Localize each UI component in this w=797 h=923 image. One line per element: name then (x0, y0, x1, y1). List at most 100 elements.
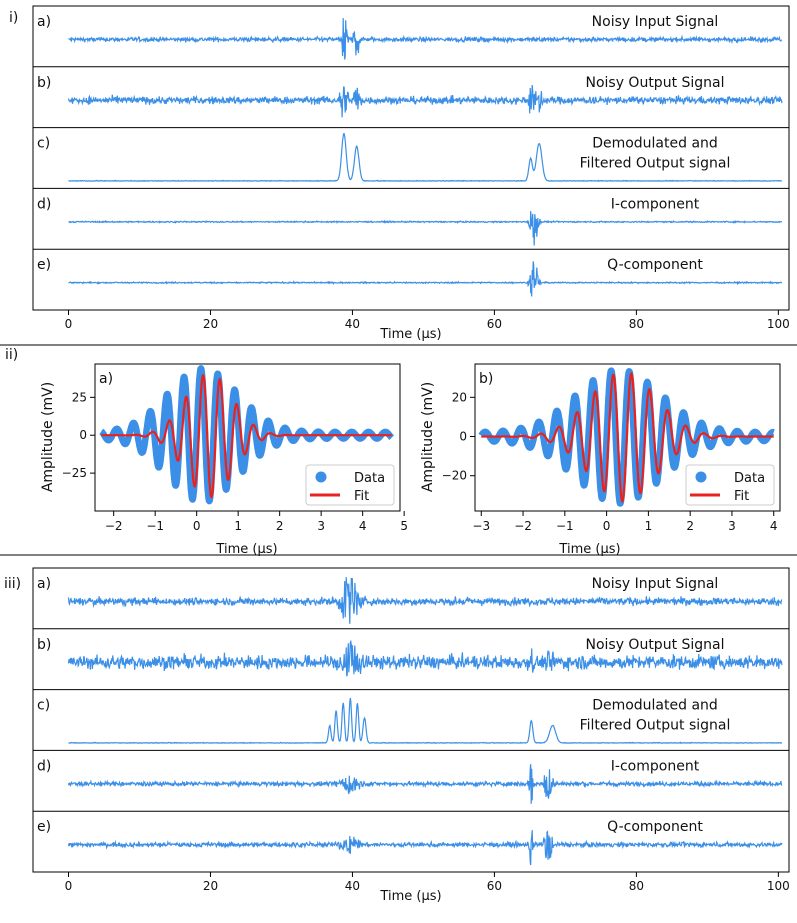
section-i-panel-c-title-line: Filtered Output signal (580, 156, 731, 172)
section-iii-panel-a-title-line: Noisy Input Signal (592, 576, 719, 592)
section-i-panel-b: b) Noisy Output Signal (33, 66, 789, 118)
fit-panel-a-legend-data-marker (315, 471, 327, 483)
fit-panel-b-xtick-label: −3 (472, 519, 490, 533)
fit-panel-a-xtick-label: 2 (276, 519, 284, 533)
section-iii-frame (32, 567, 790, 873)
fit-panel-b: −3 −2 −1 0 1 2 3 4 20 0 −20 b) Amplitude (mV) Time… (420, 363, 781, 557)
fit-panel-a-ylabel: Amplitude (mV) (40, 382, 56, 492)
section-iii-panel-b: b) Noisy Output Signal (33, 628, 789, 677)
section-i-panel-d-letter: d) (37, 196, 51, 212)
fit-panel-a-legend-fit-label: Fit (354, 489, 369, 504)
section-iii-panel-b-title: Noisy Output Signal (585, 637, 724, 653)
fit-panel-a-legend-data-label: Data (354, 471, 385, 486)
fit-panel-a-ytick-label: 25 (72, 390, 87, 404)
section-i-xtick-label: 80 (629, 317, 644, 331)
fit-panel-a: −2 −1 0 1 2 3 4 5 25 0 −25 a) Amplitude (mV) Time … (40, 363, 408, 557)
fit-panel-a-letter: a) (99, 371, 113, 387)
fit-panel-b-xtick-label: −1 (556, 519, 574, 533)
fit-panel-a-xlabel: Time (µs) (215, 542, 277, 557)
fit-panel-a-frame (94, 363, 401, 512)
fit-panel-b-ytick-label: 0 (459, 430, 467, 444)
fit-panel-a-xtick-label: −1 (146, 519, 164, 533)
section-i-xlabel: Time (µs) (379, 327, 441, 342)
section-iii-panel-a: a) Noisy Input Signal (37, 576, 783, 624)
section-i-panel-e-trace (68, 261, 783, 297)
fit-panel-b-ytick-label: 20 (452, 390, 467, 404)
section-i-panel-b-title-line: Noisy Output Signal (585, 75, 724, 91)
section-iii-panel-e-title: Q-component (607, 819, 703, 835)
section-i-panel-c-title: Demodulated and Filtered Output signal (580, 136, 731, 172)
section-iii-panel-d-letter: d) (37, 758, 51, 774)
section-i-panel-a: a) Noisy Input Signal (37, 14, 783, 60)
section-iii-panel-e-trace (67, 830, 783, 866)
fit-panel-a-xtick-label: 1 (234, 519, 242, 533)
section-i-panel-e-letter: e) (37, 257, 51, 273)
fit-panel-b-xtick-label: 1 (645, 519, 653, 533)
fit-panel-b-xlabel: Time (µs) (558, 542, 620, 557)
section-label-iii: iii) (4, 576, 21, 592)
fit-panel-a-ytick-label: 0 (79, 428, 87, 442)
section-iii-xlabel: Time (µs) (379, 889, 441, 904)
section-i: a) Noisy Input Signal b) Noisy Output Signa… (32, 5, 790, 342)
section-iii-panel-c-title: Demodulated and Filtered Output signal (580, 698, 731, 734)
section-iii-xtick-label: 60 (487, 879, 502, 893)
section-iii-panel-b-letter: b) (37, 637, 51, 653)
section-iii-panel-b-title-line: Noisy Output Signal (585, 637, 724, 653)
section-iii-panel-a-trace (67, 577, 783, 624)
fit-panel-a-xtick-label: −2 (105, 519, 123, 533)
section-iii-panel-c-letter: c) (37, 698, 50, 714)
section-i-panel-b-trace (67, 84, 783, 118)
section-i-panel-b-title: Noisy Output Signal (585, 75, 724, 91)
fit-panel-a-ytick-label: −25 (62, 466, 87, 480)
section-iii-panel-d-title: I-component (611, 758, 700, 774)
section-iii-panel-e-letter: e) (37, 819, 51, 835)
fit-panel-a-fit-line (101, 374, 392, 499)
section-iii-panel-e-title-line: Q-component (607, 819, 703, 835)
section-i-panel-b-letter: b) (37, 75, 51, 91)
section-i-xtick-label: 0 (65, 317, 73, 331)
section-iii-xtick-label: 100 (767, 879, 790, 893)
section-i-xtick-label: 100 (767, 317, 790, 331)
section-i-xtick-label: 20 (203, 317, 218, 331)
section-i-panel-c: c) Demodulated and Filtered Output signal (33, 127, 789, 182)
section-i-panel-d-trace (68, 211, 783, 246)
section-i-xtick-label: 60 (487, 317, 502, 331)
section-i-panel-d-title: I-component (611, 196, 700, 212)
section-iii-panel-c-title-line: Demodulated and (592, 698, 718, 714)
fit-panel-b-fit-line (481, 371, 774, 504)
section-label-i: i) (9, 10, 18, 26)
fit-panel-b-ytick-label: −20 (442, 469, 467, 483)
section-iii: a) Noisy Input Signal b) Noisy Output Signa… (32, 567, 790, 904)
fit-panel-b-legend: Data Fit (685, 464, 775, 506)
section-iii-panel-c-title-line: Filtered Output signal (580, 718, 731, 734)
section-i-xtick-label: 40 (345, 317, 360, 331)
section-i-panel-c-title-line: Demodulated and (592, 136, 718, 152)
fit-panel-b-legend-fit-label: Fit (734, 489, 749, 504)
fit-panel-b-legend-data-marker (695, 471, 707, 483)
section-i-panel-e-title: Q-component (607, 257, 703, 273)
fit-panel-b-letter: b) (479, 371, 493, 387)
section-iii-panel-b-trace (67, 639, 783, 677)
fit-panel-b-xtick-label: 0 (603, 519, 611, 533)
section-i-panel-c-trace (68, 133, 783, 182)
section-i-panel-e-title-line: Q-component (607, 257, 703, 273)
section-iii-xtick-label: 20 (203, 879, 218, 893)
fit-panel-b-data-points (478, 367, 777, 507)
section-i-panel-a-title-line: Noisy Input Signal (592, 14, 719, 30)
section-label-ii: ii) (5, 347, 18, 363)
section-i-panel-a-title: Noisy Input Signal (592, 14, 719, 30)
fit-panel-a-legend: Data Fit (305, 464, 395, 506)
section-i-frame (32, 5, 790, 311)
fit-panel-b-xtick-label: 3 (728, 519, 736, 533)
section-i-panel-e: e) Q-component (33, 248, 789, 297)
section-i-panel-d-title-line: I-component (611, 196, 700, 212)
fit-panel-a-xtick-label: 0 (193, 519, 201, 533)
section-i-panel-a-letter: a) (37, 14, 51, 30)
section-iii-panel-a-letter: a) (37, 576, 51, 592)
section-i-panel-c-letter: c) (37, 136, 50, 152)
fit-panel-b-frame (474, 363, 781, 512)
fit-panel-b-ylabel: Amplitude (mV) (420, 382, 436, 492)
section-iii-panel-c: c) Demodulated and Filtered Output signal (33, 689, 789, 744)
